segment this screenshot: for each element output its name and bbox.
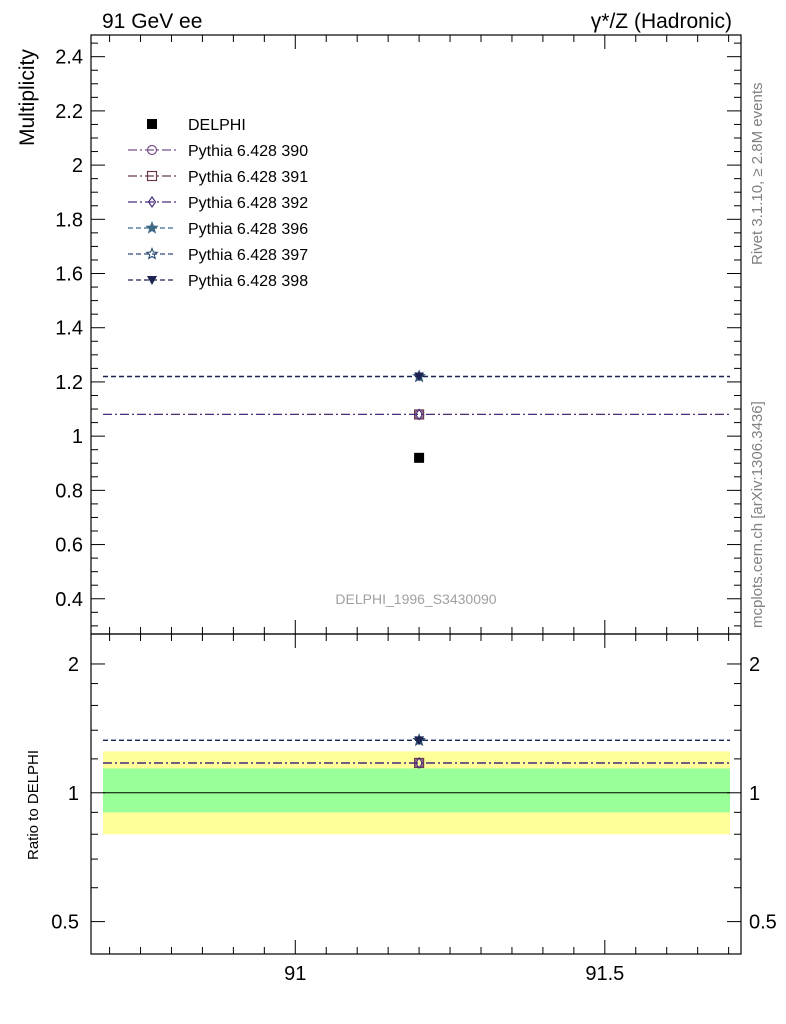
header-left-label: 91 GeV ee xyxy=(102,10,202,33)
xtick-label: 91 xyxy=(284,963,306,985)
main-ytick-label: 1.2 xyxy=(55,372,83,394)
legend-label: Pythia 6.428 396 xyxy=(188,221,308,238)
xtick-label: 91.5 xyxy=(585,963,624,985)
main-series-marker xyxy=(414,408,424,421)
data-point-delphi xyxy=(414,452,425,463)
ratio-ytick-label: 1 xyxy=(68,783,79,805)
marker-square xyxy=(414,452,425,463)
main-ytick-label: 2.4 xyxy=(55,47,83,69)
legend-label: Pythia 6.428 398 xyxy=(188,273,308,290)
marker-diamond xyxy=(414,408,424,421)
marker-square-open xyxy=(146,170,158,182)
ratio-frame xyxy=(90,633,742,955)
legend-marker xyxy=(147,276,157,285)
marker-triangle-down xyxy=(414,736,425,746)
legend-marker xyxy=(147,195,157,209)
legend-label: DELPHI xyxy=(188,117,246,134)
legend-label: Pythia 6.428 392 xyxy=(188,195,308,212)
legend-marker xyxy=(145,221,159,234)
ratio-series-marker xyxy=(414,736,425,746)
main-ytick-label: 1.4 xyxy=(55,318,83,340)
main-ytick-label: 0.8 xyxy=(55,480,83,502)
ratio-ylabel: Ratio to DELPHI xyxy=(25,750,42,860)
mcplots-label: mcplots.cern.ch [arXiv:1306.3436] xyxy=(749,401,766,628)
marker-circle xyxy=(146,144,158,156)
legend: DELPHI Pythia 6.428 390 Pythia 6.428 391 Py… xyxy=(128,117,308,290)
main-panel xyxy=(103,369,730,463)
legend-label: Pythia 6.428 391 xyxy=(188,169,308,186)
panel-frames: 0.4 0.6 0.8 1 1.2 1.4 1.6 1.8 2 2.2 2.4 91 91.5 0.5 0.… xyxy=(51,34,777,985)
main-ytick-label: 1 xyxy=(72,426,83,448)
legend-marker xyxy=(146,170,158,182)
ratio-ytick-label: 0.5 xyxy=(51,912,79,934)
ratio-ytick-label-right: 2 xyxy=(749,654,760,676)
analysis-watermark: DELPHI_1996_S3430090 xyxy=(335,591,496,607)
main-ytick-label: 0.4 xyxy=(55,589,83,611)
ratio-ytick-label: 2 xyxy=(68,654,79,676)
main-ytick-label: 2 xyxy=(72,155,83,177)
marker-star xyxy=(145,247,159,260)
main-ytick-label: 1.6 xyxy=(55,264,83,286)
marker-triangle-down xyxy=(147,276,157,285)
legend-marker xyxy=(147,119,157,129)
ratio-ytick-label-right: 1 xyxy=(749,783,760,805)
main-ytick-label: 0.6 xyxy=(55,535,83,557)
marker-star xyxy=(145,221,159,234)
marker-diamond xyxy=(147,195,157,209)
ratio-series-marker xyxy=(414,756,424,770)
legend-marker xyxy=(145,247,159,260)
uncertainty-band-inner xyxy=(103,768,730,813)
main-ytick-label: 2.2 xyxy=(55,101,83,123)
ratio-panel xyxy=(103,733,730,835)
main-ylabel: Multiplicity xyxy=(16,49,39,146)
rivet-label: Rivet 3.1.10, ≥ 2.8M events xyxy=(749,83,766,266)
ratio-ytick-label-right: 0.5 xyxy=(749,912,777,934)
legend-label: Pythia 6.428 397 xyxy=(188,247,308,264)
legend-marker xyxy=(146,144,158,156)
marker-triangle-down xyxy=(414,372,425,382)
legend-label: Pythia 6.428 390 xyxy=(188,143,308,160)
header-right-label: γ*/Z (Hadronic) xyxy=(591,10,732,33)
main-series-marker xyxy=(414,372,425,382)
marker-diamond xyxy=(414,756,424,770)
marker-square xyxy=(147,119,157,129)
main-ytick-label: 1.8 xyxy=(55,209,83,231)
